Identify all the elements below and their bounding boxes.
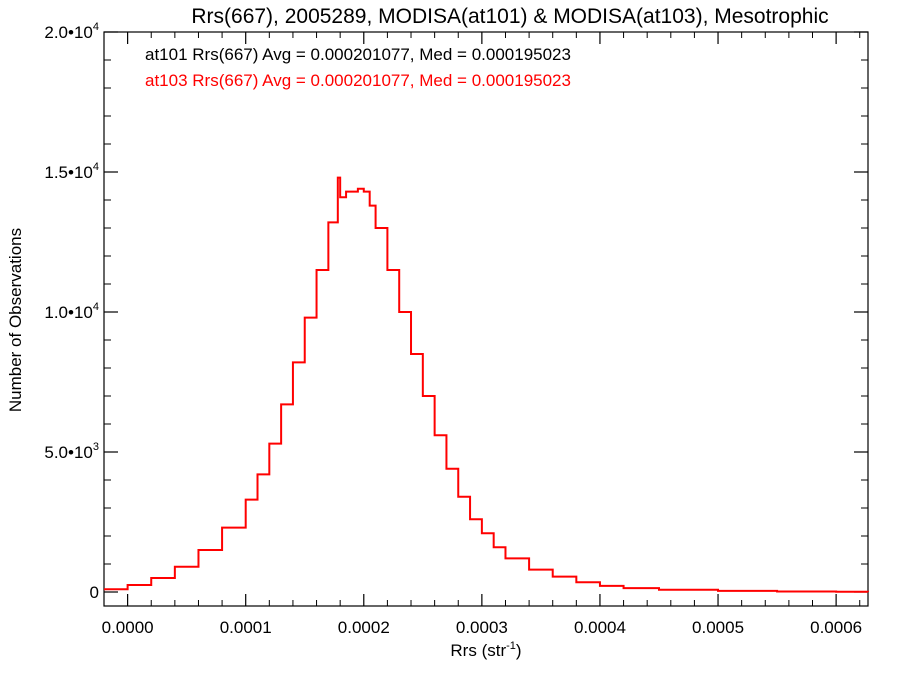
x-axis: 0.0000 0.0001 0.0002 0.0003 0.0004 0.0005 0.00… [102,32,862,637]
x-axis-label: Rrs (str-1) [450,640,521,660]
chart-title: Rrs(667), 2005289, MODISA(at101) & MODIS… [191,5,828,28]
x-axis-label-main: Rrs (str [450,641,506,660]
plot-frame [103,31,869,607]
annotations: at101 Rrs(667) Avg = 0.000201077, Med = … [145,45,571,90]
x-tick-label: 0.0000 [102,618,154,637]
y-tick-label: 0 [90,583,99,602]
x-tick-label: 0.0002 [338,618,390,637]
x-tick-label: 0.0001 [220,618,272,637]
y-tick-label: 1.0•104 [44,301,99,322]
y-axis-label: Number of Observations [6,228,25,412]
y-axis: 0 5.0•103 1.0•104 1.5•104 2.0•104 [44,21,868,602]
y-tick-label: 1.5•104 [44,161,99,182]
y-tick-label: 5.0•103 [44,441,99,462]
legend-annotation: at103 Rrs(667) Avg = 0.000201077, Med = … [145,71,571,90]
y-tick-label: 2.0•104 [44,21,99,42]
legend-annotation: at101 Rrs(667) Avg = 0.000201077, Med = … [145,45,571,64]
x-axis-label-superscript: -1 [506,640,516,652]
x-axis-label-close: ) [516,641,522,660]
x-tick-label: 0.0003 [456,618,508,637]
x-tick-label: 0.0006 [810,618,862,637]
x-tick-label: 0.0005 [692,618,744,637]
series-line-at103 [104,176,869,593]
x-tick-label: 0.0004 [574,618,626,637]
series-layer [104,176,869,593]
